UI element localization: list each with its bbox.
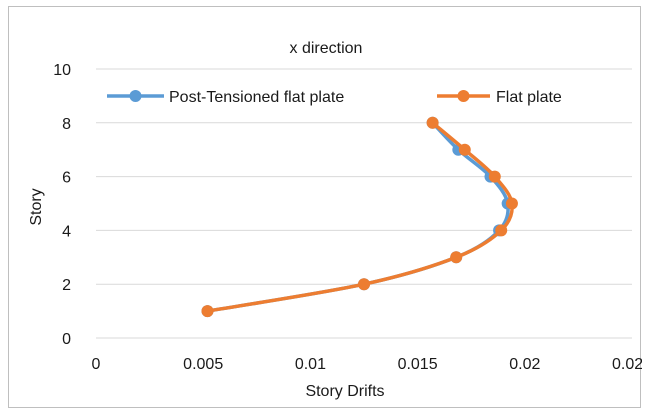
data-point-s1 — [505, 197, 518, 210]
y-tick-label: 10 — [53, 62, 71, 79]
data-point-s1 — [488, 170, 501, 183]
chart-title: x direction — [290, 40, 363, 57]
x-axis-title: Story Drifts — [305, 383, 384, 400]
y-axis-title: Story — [28, 188, 45, 225]
x-tick-label: 0.02 — [509, 356, 540, 373]
grid-layer — [96, 68, 632, 339]
legend-marker-flat-plate — [457, 90, 470, 102]
y-tick-label: 0 — [62, 331, 71, 348]
series-layer — [201, 116, 518, 318]
legend-layer: Post-Tensioned flat plate Flat plate — [107, 89, 562, 106]
y-tick-label: 2 — [62, 277, 71, 294]
x-tick-label: 0.005 — [183, 356, 223, 373]
axis-layer: 0 2 4 6 8 10 0 0.005 0.01 0.015 0.02 0.025 — [53, 62, 642, 373]
legend-label-flat-plate: Flat plate — [496, 89, 562, 106]
x-tick-label: 0.025 — [612, 356, 642, 373]
data-point-s1 — [201, 305, 214, 318]
x-tick-label: 0.01 — [295, 356, 326, 373]
legend-label-post-tensioned: Post-Tensioned flat plate — [169, 89, 344, 106]
chart-frame: 0 2 4 6 8 10 0 0.005 0.01 0.015 0.02 0.025 Post-Ten… — [8, 6, 642, 408]
data-point-s1 — [426, 116, 439, 129]
y-tick-label: 4 — [62, 223, 71, 240]
data-point-s1 — [495, 224, 508, 237]
chart-svg: 0 2 4 6 8 10 0 0.005 0.01 0.015 0.02 0.025 Post-Ten… — [28, 40, 642, 400]
x-tick-label: 0 — [92, 356, 101, 373]
data-point-s1 — [358, 278, 370, 291]
data-point-s1 — [458, 143, 471, 156]
legend-marker-post-tensioned — [129, 90, 142, 102]
data-point-s1 — [450, 251, 463, 264]
y-tick-label: 8 — [62, 116, 71, 133]
x-tick-label: 0.015 — [398, 356, 438, 373]
y-tick-label: 6 — [62, 170, 71, 187]
